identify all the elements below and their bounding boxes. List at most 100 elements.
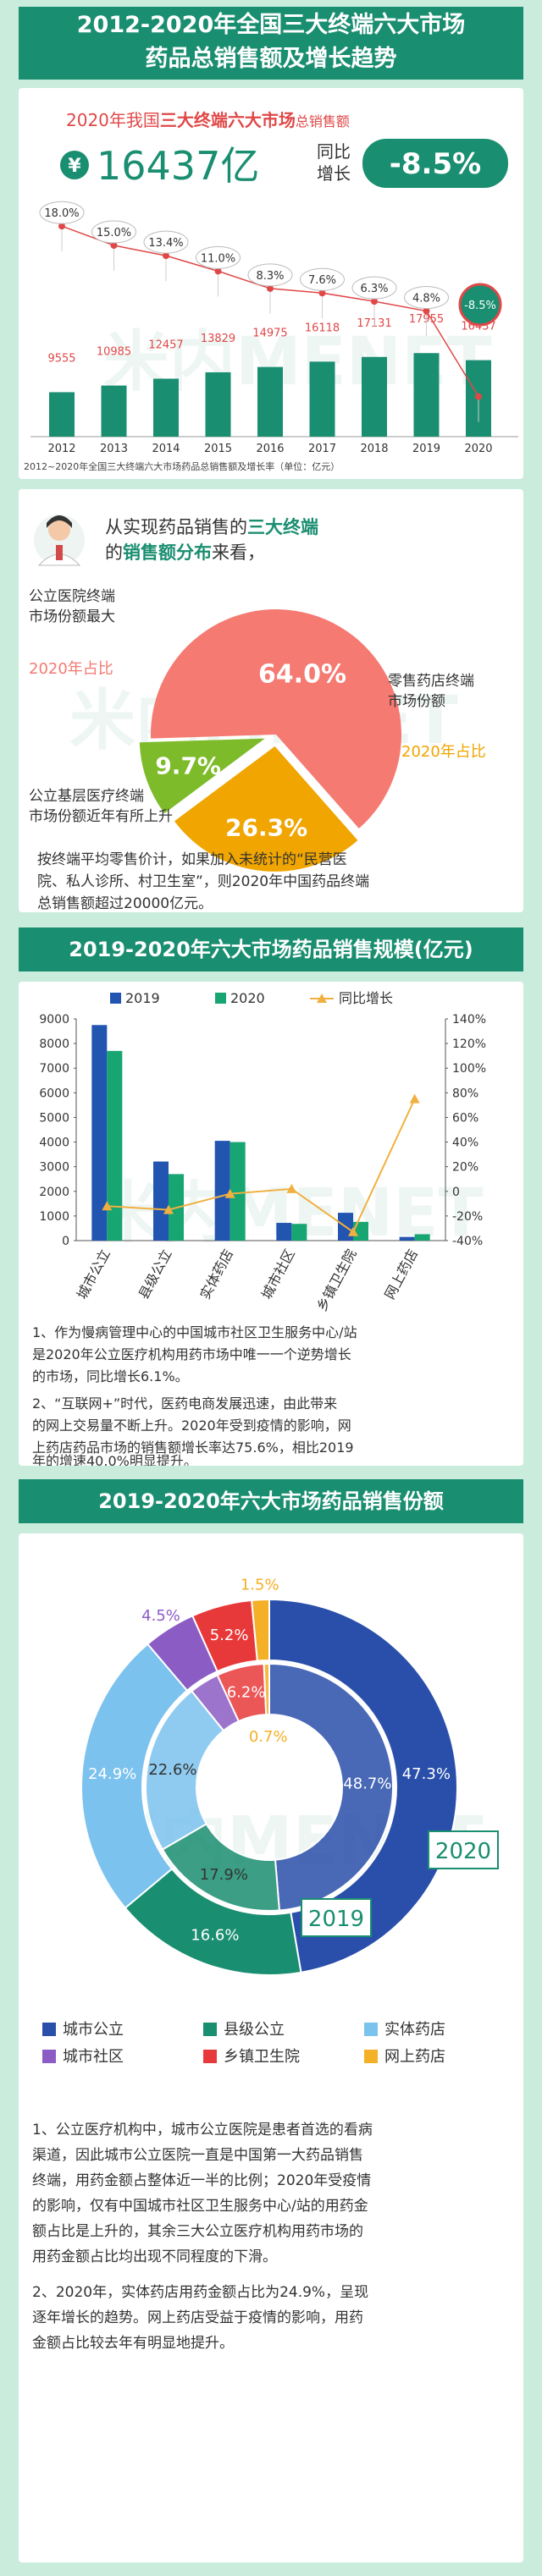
- bar-2020-实体药店: [230, 1142, 246, 1241]
- section1-svg: 2020年我国三大终端六大市场总销售额 ¥ 16437亿 同比 增长 -8.5%…: [24, 110, 518, 472]
- y-tick-3000: 3000: [39, 1161, 69, 1175]
- pie-label-0: 64.0%: [258, 659, 346, 689]
- outer-label-城市社区: 4.5%: [141, 1607, 180, 1625]
- growth-label-bg-2016: [247, 263, 293, 287]
- section3-svg: 2019 2020 同比增长 米内MENET 01000200030004000…: [32, 990, 486, 1469]
- legend-2020: 2020: [230, 990, 265, 1006]
- summary-highlight: 三大终端六大市场: [160, 110, 296, 130]
- growth-label-bg-2020: [458, 283, 502, 327]
- inner-label-网上药店: 0.7%: [249, 1728, 288, 1746]
- para-line3: 总销售额超过20000亿元。: [37, 895, 213, 912]
- bar-2013: [101, 385, 127, 437]
- growth-label-2: 增长: [317, 163, 351, 184]
- inner-label-城市公立: 48.7%: [343, 1775, 391, 1792]
- growth-label-bg-2018: [351, 276, 397, 300]
- label-basic-1: 公立基层医疗终端: [29, 788, 144, 805]
- summary-prefix: 2020年我国: [66, 110, 160, 130]
- s3-p1-line2: 是2020年公立医疗机构用药市场中唯一一个逆势增长: [32, 1346, 351, 1362]
- section4-title: 2019-2020年六大市场药品销售份额: [98, 1489, 444, 1513]
- section3-title: 2019-2020年六大市场药品销售规模(亿元): [69, 938, 473, 961]
- inner-year-box: [301, 1898, 372, 1937]
- x-tick-城市社区: 城市社区: [258, 1247, 298, 1302]
- pharmacist-icon: [34, 515, 85, 566]
- s3-p1-line3: 的市场，同比增长6.1%。: [32, 1368, 189, 1384]
- growth-marker-网上药店: [409, 1093, 420, 1104]
- intro-highlight1: 三大终端: [247, 517, 318, 537]
- y2-tick-7: 100%: [452, 1062, 486, 1076]
- growth-value: -8.5%: [390, 147, 481, 181]
- growth-point-2013: [110, 242, 118, 249]
- label-retail-1: 零售药店终端: [388, 673, 474, 690]
- legend-swatch-实体药店: [364, 2023, 378, 2036]
- y-tick-6000: 6000: [39, 1087, 69, 1100]
- bar-2020-网上药店: [414, 1234, 430, 1241]
- bar-2014: [153, 378, 179, 437]
- growth-label-2014: 13.4%: [148, 237, 183, 250]
- bar-2019-城市公立: [91, 1025, 108, 1241]
- legend-2019-swatch: [110, 993, 121, 1004]
- bar-value-2013: 10985: [97, 346, 131, 359]
- pie-slice-2: [139, 738, 265, 814]
- terminal-pie-chart: 64.0% 26.3% 9.7%: [139, 609, 401, 872]
- y2-tick-4: 40%: [452, 1137, 478, 1150]
- x-tick-2020: 2020: [464, 443, 492, 455]
- section4-title-band: 2019-2020年六大市场药品销售份额: [19, 1479, 523, 1523]
- svg-text:的销售额分布来看，: 的销售额分布来看，: [105, 542, 265, 563]
- intro-line2-prefix: 的: [105, 542, 123, 563]
- para-line2: 院、私人诊所、村卫生室”，则2020年中国药品终端: [37, 873, 369, 890]
- s4-p1-line6: 用药金额占比均出现不同程度的下滑。: [32, 2248, 277, 2265]
- outer-year-label: 2020: [435, 1839, 491, 1864]
- y2-tick-6: 80%: [452, 1087, 478, 1100]
- growth-point-2019: [423, 307, 430, 315]
- bar-value-2017: 16118: [305, 322, 340, 334]
- growth-point-2017: [318, 289, 326, 297]
- growth-label-2016: 8.3%: [256, 270, 284, 283]
- legend-swatch-网上药店: [364, 2050, 378, 2063]
- growth-label-bg-2014: [143, 230, 189, 254]
- legend-label-乡镇卫生院: 乡镇卫生院: [224, 2048, 300, 2066]
- growth-label-bg-2012: [39, 201, 85, 224]
- x-tick-2012: 2012: [47, 443, 75, 455]
- s4-p2-line3: 金额占比较去年有明显地提升。: [32, 2335, 234, 2352]
- bar-value-2015: 13829: [201, 333, 235, 345]
- bar-2017: [309, 361, 335, 437]
- outer-label-县级公立: 16.6%: [191, 1927, 239, 1945]
- y-tick-5000: 5000: [39, 1111, 69, 1125]
- intro-highlight2: 销售额分布: [123, 542, 212, 563]
- growth-marker-城市社区: [286, 1183, 297, 1193]
- growth-marker-实体药店: [224, 1188, 235, 1198]
- x-tick-2017: 2017: [308, 443, 336, 455]
- growth-label-bg-2015: [196, 245, 241, 269]
- s4-p1-line1: 1、公立医疗机构中，城市公立医院是患者首选的看病: [32, 2122, 373, 2138]
- inner-label-实体药店: 22.6%: [148, 1761, 196, 1779]
- y2-tick-2: 0: [452, 1186, 460, 1199]
- growth-badge: [362, 139, 508, 188]
- pie-slice-1: [174, 746, 358, 872]
- x-tick-2018: 2018: [360, 443, 388, 455]
- growth-label-2012: 18.0%: [44, 207, 79, 220]
- legend-swatch-县级公立: [203, 2023, 217, 2036]
- inner-year-label: 2019: [308, 1907, 364, 1932]
- x-tick-实体药店: 实体药店: [196, 1247, 236, 1302]
- section1-title-line2: 药品总销售额及增长趋势: [145, 46, 397, 72]
- s4-p1-line3: 终端，用药金额占整体近一半的比例；2020年受疫情: [32, 2172, 371, 2189]
- x-tick-2014: 2014: [152, 443, 180, 455]
- growth-point-2016: [267, 284, 274, 292]
- growth-label-2018: 6.3%: [360, 283, 388, 295]
- s4-p2-line2: 逐年增长的趋势。网上药店受益于疫情的影响，用药: [32, 2309, 363, 2326]
- outer-year-box: [428, 1830, 499, 1869]
- growth-label-2017: 7.6%: [308, 274, 336, 287]
- section1-title-line1: 2012-2020年全国三大终端六大市场: [76, 12, 466, 38]
- market-scale-chart: 0 1000 2000 3000 4000 5000 6000 7000 8000 9000 -40…: [39, 1013, 486, 1314]
- y-tick-4000: 4000: [39, 1137, 69, 1150]
- x-tick-乡镇卫生院: 乡镇卫生院: [313, 1247, 359, 1314]
- s4-p1-line2: 渠道，因此城市公立医院一直是中国第一大药品销售: [32, 2147, 363, 2164]
- legend-label-县级公立: 县级公立: [224, 2021, 285, 2039]
- intro-prefix: 从实现药品销售的: [105, 517, 247, 537]
- legend-swatch-城市社区: [42, 2050, 56, 2063]
- total-value: 16437亿: [97, 143, 259, 189]
- bar-2020-城市公立: [107, 1050, 123, 1241]
- legend-growth: 同比增长: [339, 990, 393, 1006]
